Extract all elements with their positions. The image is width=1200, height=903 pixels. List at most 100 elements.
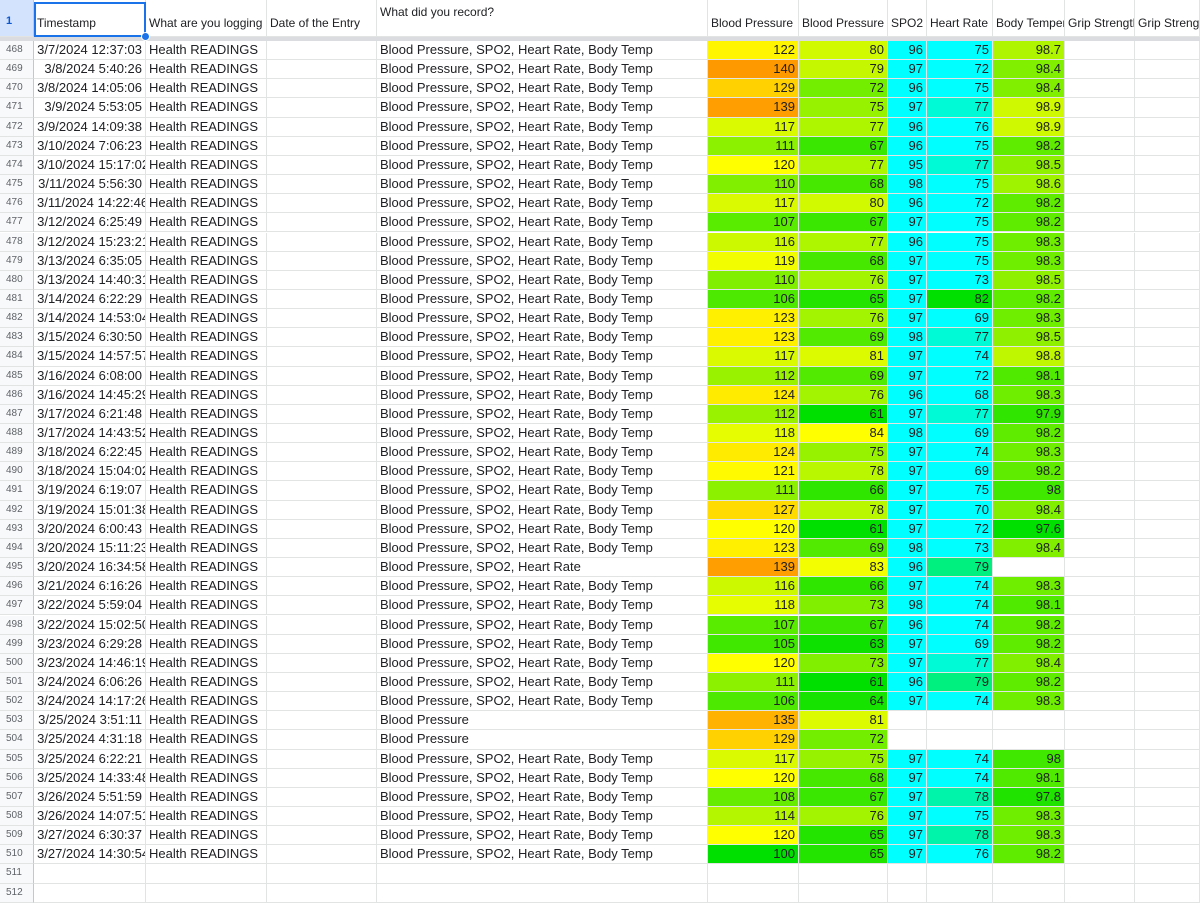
cell-body-temp[interactable]: 98.1 xyxy=(993,366,1065,386)
cell-spo2[interactable]: 97 xyxy=(888,366,927,386)
cell-bp-diastolic[interactable]: 65 xyxy=(799,289,888,310)
cell-date-entry[interactable] xyxy=(267,117,377,137)
cell-timestamp[interactable]: 3/27/2024 6:30:37 xyxy=(34,826,146,846)
cell-bp-systolic[interactable]: 111 xyxy=(708,672,799,693)
cell-grip-strength-1[interactable] xyxy=(1065,309,1135,329)
cell-body-temp[interactable]: 98.2 xyxy=(993,634,1065,654)
row-number[interactable]: 502 xyxy=(0,692,34,712)
cell-grip-strength-2[interactable] xyxy=(1135,519,1200,539)
cell-date-entry[interactable] xyxy=(267,672,377,693)
cell-spo2[interactable]: 98 xyxy=(888,175,927,195)
cell-logging[interactable]: Health READINGS xyxy=(146,117,267,137)
row-number[interactable]: 484 xyxy=(0,347,34,367)
cell-bp-diastolic[interactable]: 77 xyxy=(799,117,888,137)
cell-bp-systolic[interactable]: 120 xyxy=(708,155,799,176)
cell-grip-strength-1[interactable] xyxy=(1065,443,1135,463)
cell-body-temp[interactable]: 98.3 xyxy=(993,807,1065,827)
header-bp-systolic[interactable]: Blood Pressure xyxy=(708,0,799,37)
cell-recorded[interactable]: Blood Pressure, SPO2, Heart Rate, Body T… xyxy=(377,98,708,118)
cell-logging[interactable]: Health READINGS xyxy=(146,98,267,118)
header-grip-strength-1[interactable]: Grip Strength xyxy=(1065,0,1135,37)
cell-date-entry[interactable] xyxy=(267,500,377,520)
frozen-row-divider[interactable] xyxy=(0,37,1200,41)
cell-timestamp[interactable]: 3/24/2024 6:06:26 xyxy=(34,672,146,693)
row-number[interactable]: 489 xyxy=(0,443,34,463)
cell-timestamp[interactable]: 3/20/2024 16:34:58 xyxy=(34,558,146,578)
cell-heart-rate[interactable]: 69 xyxy=(927,424,993,444)
cell-recorded[interactable]: Blood Pressure, SPO2, Heart Rate, Body T… xyxy=(377,41,708,61)
cell-body-temp[interactable] xyxy=(993,730,1065,750)
cell-grip-strength-1[interactable] xyxy=(1065,232,1135,252)
cell-heart-rate[interactable]: 75 xyxy=(927,79,993,99)
cell-body-temp[interactable]: 98.7 xyxy=(993,41,1065,61)
cell-body-temp[interactable]: 98.2 xyxy=(993,845,1065,865)
cell-spo2[interactable]: 97 xyxy=(888,251,927,271)
row-number[interactable]: 512 xyxy=(0,883,34,903)
cell-timestamp[interactable]: 3/8/2024 5:40:26 xyxy=(34,60,146,80)
cell-grip-strength-1[interactable] xyxy=(1065,366,1135,386)
cell-grip-strength-2[interactable] xyxy=(1135,213,1200,233)
cell-spo2[interactable]: 96 xyxy=(888,117,927,137)
row-number[interactable]: 506 xyxy=(0,768,34,788)
cell-heart-rate[interactable]: 72 xyxy=(927,194,993,214)
cell-spo2[interactable]: 97 xyxy=(888,289,927,310)
cell-grip-strength-1[interactable] xyxy=(1065,730,1135,750)
cell-bp-systolic[interactable]: 117 xyxy=(708,117,799,137)
cell-bp-systolic[interactable]: 108 xyxy=(708,787,799,807)
cell-logging[interactable]: Health READINGS xyxy=(146,79,267,99)
cell-date-entry[interactable] xyxy=(267,864,377,884)
cell-grip-strength-1[interactable] xyxy=(1065,117,1135,137)
cell-logging[interactable]: Health READINGS xyxy=(146,462,267,482)
cell-timestamp[interactable]: 3/23/2024 6:29:28 xyxy=(34,634,146,654)
cell-grip-strength-2[interactable] xyxy=(1135,749,1200,769)
cell-bp-diastolic[interactable]: 68 xyxy=(799,251,888,271)
cell-recorded[interactable] xyxy=(377,864,708,884)
cell-bp-diastolic[interactable]: 72 xyxy=(799,730,888,750)
cell-bp-systolic[interactable]: 106 xyxy=(708,692,799,712)
cell-bp-diastolic[interactable]: 63 xyxy=(799,634,888,654)
cell-recorded[interactable]: Blood Pressure, SPO2, Heart Rate, Body T… xyxy=(377,194,708,214)
row-number[interactable]: 496 xyxy=(0,577,34,597)
cell-logging[interactable]: Health READINGS xyxy=(146,807,267,827)
cell-date-entry[interactable] xyxy=(267,175,377,195)
cell-timestamp[interactable]: 3/20/2024 6:00:43 xyxy=(34,519,146,539)
cell-date-entry[interactable] xyxy=(267,768,377,788)
cell-spo2[interactable]: 97 xyxy=(888,347,927,367)
cell-spo2[interactable]: 97 xyxy=(888,653,927,673)
row-number[interactable]: 510 xyxy=(0,845,34,865)
cell-body-temp[interactable]: 97.9 xyxy=(993,404,1065,424)
cell-grip-strength-2[interactable] xyxy=(1135,194,1200,214)
cell-body-temp[interactable] xyxy=(993,711,1065,731)
cell-bp-diastolic[interactable]: 73 xyxy=(799,596,888,616)
cell-bp-diastolic[interactable]: 76 xyxy=(799,270,888,290)
cell-heart-rate[interactable]: 74 xyxy=(927,768,993,788)
cell-timestamp[interactable]: 3/26/2024 5:51:59 xyxy=(34,787,146,807)
cell-grip-strength-2[interactable] xyxy=(1135,366,1200,386)
cell-spo2[interactable]: 97 xyxy=(888,270,927,290)
row-number[interactable]: 503 xyxy=(0,711,34,731)
cell-grip-strength-2[interactable] xyxy=(1135,481,1200,501)
cell-bp-diastolic[interactable]: 65 xyxy=(799,826,888,846)
cell-recorded[interactable]: Blood Pressure, SPO2, Heart Rate, Body T… xyxy=(377,768,708,788)
cell-timestamp[interactable]: 3/13/2024 6:35:05 xyxy=(34,251,146,271)
cell-timestamp[interactable]: 3/9/2024 14:09:38 xyxy=(34,117,146,137)
cell-grip-strength-2[interactable] xyxy=(1135,826,1200,846)
cell-body-temp[interactable]: 98.2 xyxy=(993,289,1065,310)
cell-logging[interactable]: Health READINGS xyxy=(146,366,267,386)
cell-timestamp[interactable]: 3/14/2024 6:22:29 xyxy=(34,289,146,310)
cell-grip-strength-1[interactable] xyxy=(1065,347,1135,367)
cell-recorded[interactable]: Blood Pressure, SPO2, Heart Rate, Body T… xyxy=(377,213,708,233)
cell-body-temp[interactable]: 98.3 xyxy=(993,309,1065,329)
cell-grip-strength-2[interactable] xyxy=(1135,309,1200,329)
cell-timestamp[interactable]: 3/19/2024 6:19:07 xyxy=(34,481,146,501)
cell-bp-systolic[interactable]: 114 xyxy=(708,807,799,827)
cell-grip-strength-1[interactable] xyxy=(1065,711,1135,731)
row-number[interactable]: 475 xyxy=(0,175,34,195)
cell-heart-rate[interactable]: 77 xyxy=(927,155,993,176)
cell-spo2[interactable]: 95 xyxy=(888,155,927,176)
cell-bp-diastolic[interactable]: 79 xyxy=(799,60,888,80)
cell-grip-strength-1[interactable] xyxy=(1065,845,1135,865)
cell-date-entry[interactable] xyxy=(267,41,377,61)
cell-body-temp[interactable]: 98.2 xyxy=(993,136,1065,156)
cell-timestamp[interactable]: 3/22/2024 15:02:50 xyxy=(34,615,146,635)
